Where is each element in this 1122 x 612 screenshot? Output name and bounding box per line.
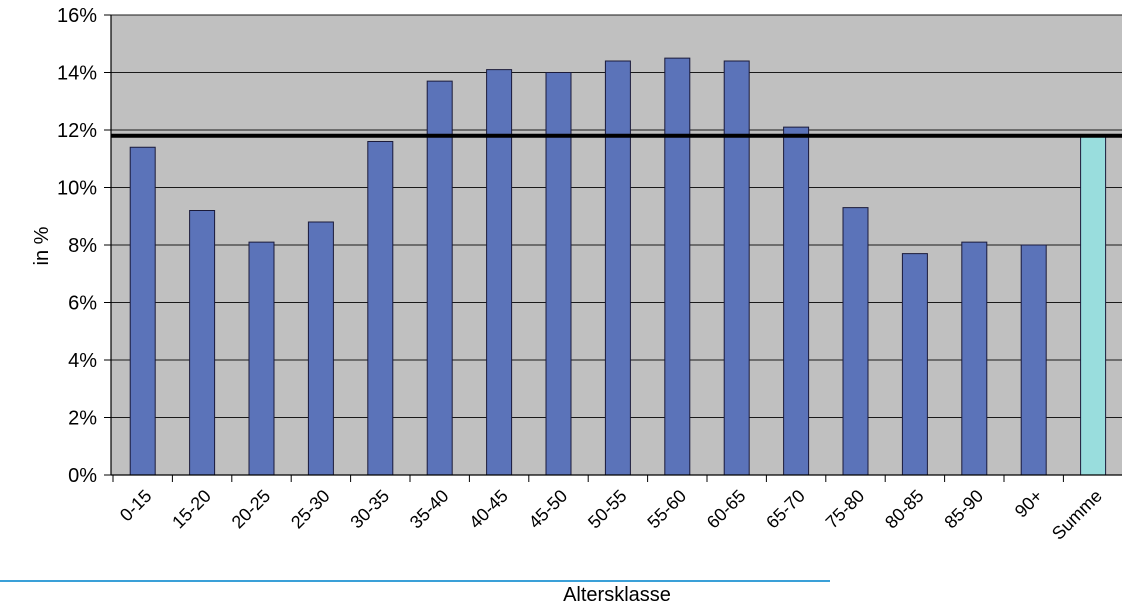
bar-75-80 (842, 207, 869, 476)
y-tick-label: 12% (57, 120, 97, 142)
bar-Summe (1080, 135, 1107, 476)
y-tick-label: 2% (68, 408, 97, 430)
y-axis-title: in % (31, 226, 53, 265)
bar-0-15 (129, 146, 156, 476)
bar-20-25 (248, 241, 275, 476)
x-tick-label: 20-25 (228, 486, 275, 533)
bar-80-85 (901, 253, 928, 476)
y-tick-label: 14% (57, 63, 97, 85)
bar-50-55 (604, 60, 631, 476)
y-tick-label: 16% (57, 5, 97, 27)
y-tick-label: 10% (57, 178, 97, 200)
bar-90+ (1020, 244, 1047, 476)
x-tick-label: 35-40 (406, 486, 453, 533)
x-tick-label: 90+ (1011, 486, 1047, 522)
bar-25-30 (307, 221, 334, 476)
x-tick-label: 65-70 (762, 486, 809, 533)
y-tick-label: 8% (68, 235, 97, 257)
bar-40-45 (486, 69, 513, 476)
y-tick-label: 0% (68, 465, 97, 487)
bar-45-50 (545, 72, 572, 476)
x-tick-label: 80-85 (881, 486, 928, 533)
x-tick-label: 0-15 (116, 486, 156, 526)
x-tick-label: Summe (1048, 486, 1106, 544)
bar-30-35 (367, 141, 394, 476)
bars (129, 57, 1107, 476)
bar-55-60 (664, 57, 691, 476)
x-axis-title: Altersklasse (563, 584, 671, 606)
x-tick-label: 45-50 (525, 486, 572, 533)
x-tick-label: 60-65 (703, 486, 750, 533)
x-tick-label: 75-80 (822, 486, 869, 533)
bar-35-40 (426, 80, 453, 476)
x-tick-label: 30-35 (346, 486, 393, 533)
y-tick-label: 4% (68, 350, 97, 372)
bar-15-20 (189, 210, 216, 476)
x-tick-label: 55-60 (643, 486, 690, 533)
x-tick-label: 40-45 (465, 486, 512, 533)
x-tick-label: 15-20 (168, 486, 215, 533)
y-tick-label: 6% (68, 293, 97, 315)
bar-85-90 (961, 241, 988, 476)
bar-65-70 (783, 126, 810, 476)
bar-60-65 (723, 60, 750, 476)
x-tick-label: 85-90 (940, 486, 987, 533)
x-tick-label: 25-30 (287, 486, 334, 533)
x-axis: 0-15 15-20 20-25 25-30 30-35 35-40 40-45 45-50 5… (111, 474, 1122, 544)
y-axis: 0% 2% 4% 6% 8% 10% 12% 14% 16% (57, 5, 112, 487)
x-tick-label: 50-55 (584, 486, 631, 533)
